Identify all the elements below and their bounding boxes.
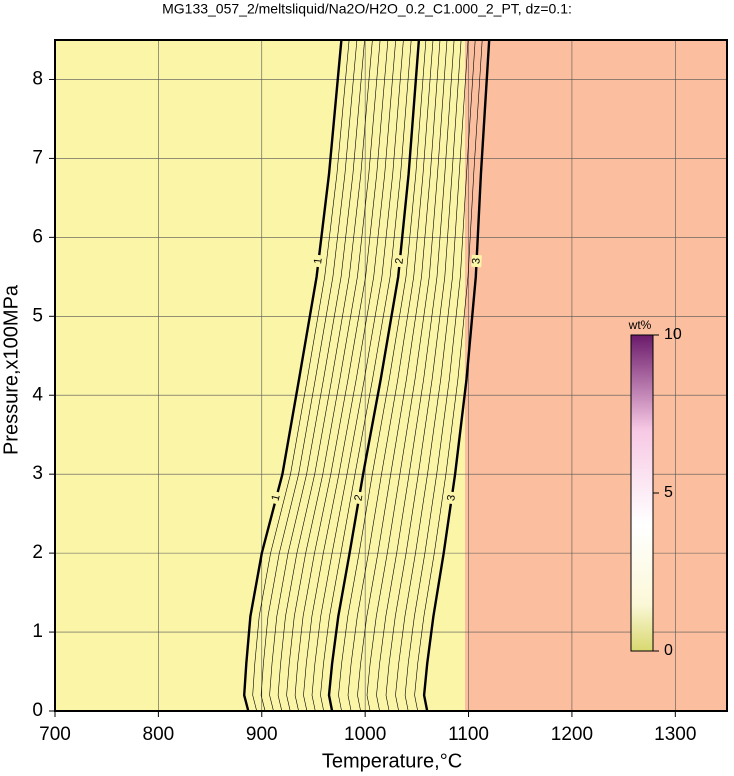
contour-label: 2: [353, 494, 366, 502]
minor-contour: [366, 39, 448, 712]
y-tick-label: 7: [32, 147, 43, 168]
minor-contour: [252, 39, 350, 712]
minor-contour: [414, 39, 483, 712]
y-tick-label: 0: [32, 700, 43, 721]
colorbar-tick-label: 10: [664, 326, 682, 343]
y-tick-label: 5: [32, 305, 43, 326]
contour-line: [422, 39, 491, 712]
minor-contour: [320, 39, 412, 712]
minor-contour: [311, 39, 404, 712]
contour-label: 1: [312, 257, 325, 265]
contour-label: 3: [445, 494, 458, 502]
y-tick-label: 8: [32, 68, 43, 89]
colorbar-label: wt%: [628, 318, 652, 332]
contour-label-bg: [353, 491, 365, 505]
minor-contour: [303, 39, 396, 712]
minor-contour: [404, 39, 476, 712]
minor-contour: [347, 39, 434, 712]
plot-background-high: [465, 40, 727, 711]
colorbar-tick-label: 0: [664, 642, 673, 659]
x-tick-label: 900: [246, 724, 278, 745]
x-tick-label: 1100: [448, 724, 489, 745]
contour-label: 2: [393, 257, 406, 264]
colorbar: [630, 334, 654, 652]
minor-contour: [376, 39, 455, 712]
contour-label-bg: [269, 490, 283, 505]
x-axis-label: Temperature,°C: [322, 750, 462, 772]
minor-contour: [338, 39, 427, 712]
y-tick-label: 3: [32, 463, 43, 484]
x-tick-label: 1000: [344, 724, 386, 745]
contour-label: 3: [470, 258, 482, 265]
contour-line: [327, 39, 421, 712]
y-axis-label: Pressure,x100MPa: [0, 284, 22, 455]
y-tick-label: 1: [32, 621, 43, 642]
x-tick-label: 800: [143, 724, 175, 745]
minor-contour: [395, 39, 469, 712]
minor-contour: [277, 39, 373, 712]
minor-contour: [286, 39, 381, 712]
chart-title: MG133_057_2/meltsliquid/Na2O/H2O_0.2_C1.…: [162, 1, 572, 17]
x-tick-label: 1200: [551, 724, 593, 745]
contour-label-bg: [394, 254, 406, 268]
y-tick-label: 6: [32, 226, 43, 247]
minor-contour: [385, 39, 462, 712]
y-tick-label: 2: [32, 542, 43, 563]
contour-label-bg: [445, 491, 458, 505]
minor-contour: [357, 39, 441, 712]
plot-frame: [54, 39, 728, 712]
colorbar-tick-label: 5: [664, 484, 673, 501]
minor-contour: [269, 39, 365, 712]
contour-label: 1: [270, 493, 283, 502]
y-tick-label: 4: [32, 384, 43, 405]
minor-contour: [260, 39, 358, 712]
x-tick-label: 1300: [654, 724, 696, 745]
minor-contour: [294, 39, 389, 712]
x-tick-label: 700: [39, 724, 71, 745]
contour-label-bg: [312, 254, 325, 268]
contour-label-bg: [471, 254, 482, 268]
contour-line: [242, 39, 343, 712]
